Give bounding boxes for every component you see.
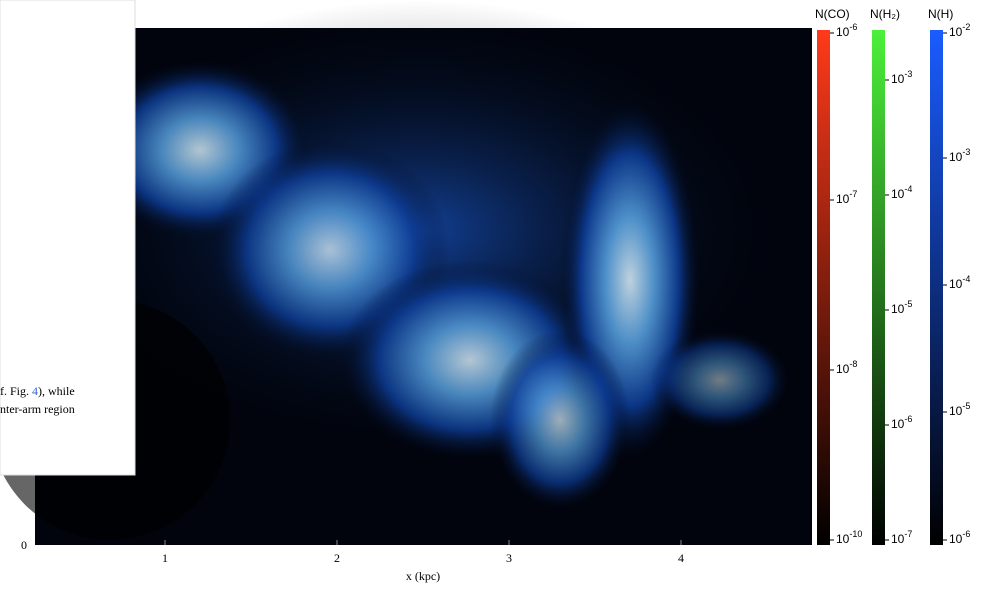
colorbar-tick-label: 10-5: [891, 299, 912, 316]
colorbar: [930, 30, 943, 545]
colorbar-tick-label: 10-6: [891, 414, 912, 431]
figure: 0 x (kpc) f. Fig. 4), whilenter-arm regi…: [0, 0, 999, 589]
tick-exponent: -6: [904, 414, 912, 424]
colorbar-tick-label: 10-6: [949, 529, 970, 546]
x-axis-label: x (kpc): [406, 569, 440, 583]
tick-exponent: -3: [962, 147, 970, 157]
tick-base: 10: [836, 362, 850, 376]
colorbar-title: N(H₂): [870, 7, 900, 21]
tick-exponent: -4: [962, 274, 970, 284]
tick-exponent: -2: [962, 22, 970, 32]
tick-exponent: -6: [849, 22, 857, 32]
tick-base: 10: [891, 532, 905, 546]
colorbar-title: N(H): [928, 7, 953, 21]
tick-base: 10: [949, 150, 963, 164]
tick-base: 10: [891, 72, 905, 86]
y-tick-label: 0: [21, 538, 27, 552]
snippet-text: ), while: [38, 384, 75, 398]
snippet-line: f. Fig. 4), while: [0, 384, 75, 398]
snippet-text: f. Fig.: [0, 384, 32, 398]
colorbar: [817, 30, 830, 545]
colorbar-tick-label: 10-6: [836, 22, 857, 39]
tick-exponent: -4: [904, 184, 912, 194]
tick-exponent: -5: [904, 299, 912, 309]
x-tick-label: 4: [678, 551, 684, 565]
tick-exponent: -5: [962, 401, 970, 411]
colorbar-tick-label: 10-3: [891, 69, 912, 86]
colorbar-tick-label: 10-3: [949, 147, 970, 164]
tick-base: 10: [836, 25, 850, 39]
colorbar: [872, 30, 885, 545]
x-tick-label: 3: [506, 551, 512, 565]
colorbar-title: N(CO): [815, 7, 850, 21]
x-tick-label: 2: [334, 551, 340, 565]
colorbar-tick-label: 10-8: [836, 359, 857, 376]
colorbar-tick-label: 10-4: [949, 274, 970, 291]
tick-base: 10: [836, 532, 850, 546]
tick-exponent: -8: [849, 359, 857, 369]
colorbar-tick-label: 10-7: [836, 189, 857, 206]
tick-base: 10: [891, 187, 905, 201]
colorbar-tick-label: 10-10: [836, 529, 862, 546]
tick-exponent: -3: [904, 69, 912, 79]
tick-base: 10: [949, 532, 963, 546]
tick-base: 10: [836, 192, 850, 206]
tick-exponent: -6: [962, 529, 970, 539]
tick-base: 10: [891, 302, 905, 316]
colorbar-tick-label: 10-5: [949, 401, 970, 418]
tick-exponent: -7: [849, 189, 857, 199]
colorbar-tick-label: 10-7: [891, 529, 912, 546]
tick-base: 10: [949, 277, 963, 291]
tick-base: 10: [891, 417, 905, 431]
snippet-line: nter-arm region: [0, 402, 75, 416]
tick-base: 10: [949, 404, 963, 418]
colorbar-tick-label: 10-2: [949, 22, 970, 39]
x-tick-label: 1: [162, 551, 168, 565]
tick-exponent: -10: [849, 529, 862, 539]
colorbar-tick-label: 10-4: [891, 184, 912, 201]
tick-exponent: -7: [904, 529, 912, 539]
tick-base: 10: [949, 25, 963, 39]
